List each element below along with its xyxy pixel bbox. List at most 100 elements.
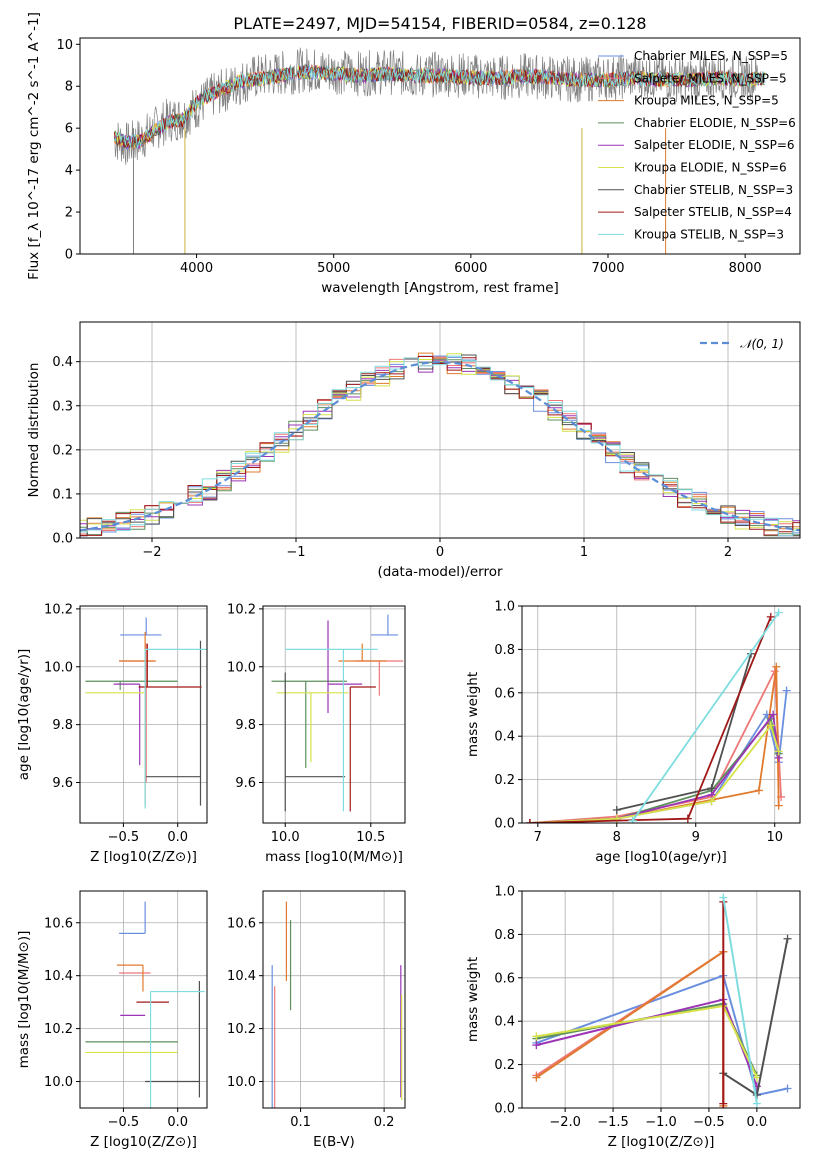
error-bar-point <box>284 672 346 812</box>
error-bar-point <box>349 686 376 812</box>
spectrum-axes <box>76 37 801 258</box>
weight-marker <box>782 686 791 695</box>
axes-frame <box>79 37 801 255</box>
error-bar-point <box>327 620 363 714</box>
mass-weight-vs-age-axes <box>518 605 801 827</box>
error-bar-point <box>145 980 201 1098</box>
plot-area <box>85 617 207 809</box>
weight-line-7 <box>616 653 752 811</box>
error-bar-point <box>355 660 404 696</box>
y-tick-label: 0.8 <box>494 928 515 943</box>
legend-label: Kroupa MILES, N_SSP=5 <box>634 94 779 108</box>
weight-line-8 <box>529 616 772 823</box>
error-bar-point <box>116 964 144 992</box>
x-tick-label: 8 <box>613 830 621 845</box>
y-tick-label: 10.2 <box>44 602 73 617</box>
error-bar-point <box>276 692 349 763</box>
weight-marker <box>628 816 637 823</box>
x-axis-label: Z [log10(Z/Z⊙)] <box>608 1134 715 1150</box>
x-tick-label: 0.0 <box>747 1115 768 1130</box>
axes-frame <box>79 321 801 539</box>
y-tick-label: 9.8 <box>235 718 256 733</box>
x-tick-label: 0.0 <box>167 1115 188 1130</box>
error-bar-point <box>149 990 205 1108</box>
x-tick-label: 0 <box>436 545 444 560</box>
axes-frame <box>79 890 208 1109</box>
residual-legend: 𝒩(0, 1) <box>700 337 784 351</box>
y-tick-label: 10.2 <box>227 602 256 617</box>
weight-marker <box>525 819 534 823</box>
y-tick-label: 0.4 <box>494 1015 515 1030</box>
x-tick-label: 9 <box>692 830 700 845</box>
error-bar-point <box>119 632 156 806</box>
y-tick-label: 0.0 <box>52 532 73 547</box>
plot-area <box>271 901 403 1108</box>
plot-area <box>532 893 792 1108</box>
x-tick-label: −0.5 <box>693 1115 725 1130</box>
y-tick-label: 10 <box>56 38 73 53</box>
y-tick-label: 10.0 <box>227 1075 256 1090</box>
error-bar-point <box>144 648 207 809</box>
y-tick-label: 0 <box>65 248 73 263</box>
weight-marker <box>783 934 792 943</box>
x-axis-label: mass [log10(M/M⊙)] <box>265 849 403 865</box>
weight-marker <box>532 1041 541 1050</box>
residual-histogram-5 <box>80 358 800 537</box>
y-tick-label: 0.4 <box>494 730 515 745</box>
weight-marker <box>783 1084 792 1093</box>
legend-label: Salpeter ELODIE, N_SSP=6 <box>634 138 795 152</box>
x-tick-label: 10.0 <box>271 830 300 845</box>
x-axis-label: wavelength [Angstrom, rest frame] <box>321 280 559 296</box>
x-tick-label: −1.5 <box>597 1115 629 1130</box>
x-tick-label: 10 <box>766 830 783 845</box>
weight-marker <box>752 1099 761 1108</box>
y-tick-label: 10.4 <box>44 969 73 984</box>
error-bar-point <box>119 901 146 934</box>
x-tick-label: 6000 <box>454 261 487 276</box>
y-tick-label: 0.4 <box>52 355 73 370</box>
weight-marker <box>774 747 783 756</box>
y-tick-label: 0.0 <box>494 817 515 832</box>
axes-frame <box>262 890 406 1109</box>
y-tick-label: 0.3 <box>52 399 73 414</box>
mass-vs-metallicity-axes <box>76 890 208 1112</box>
mass-vs-ebv-axes <box>259 890 406 1112</box>
error-bar-point <box>119 643 154 783</box>
legend-label: Chabrier STELIB, N_SSP=3 <box>634 183 793 197</box>
axes-frame <box>521 605 801 824</box>
weight-marker <box>774 608 783 617</box>
residual-histogram-7 <box>80 354 800 537</box>
weight-marker <box>754 786 763 795</box>
weight-line-9 <box>722 897 758 1104</box>
weight-line-1 <box>536 974 788 1097</box>
weight-line-1 <box>529 690 788 823</box>
weight-line-9 <box>631 611 780 822</box>
y-tick-label: 0.1 <box>52 487 73 502</box>
y-tick-label: 0.2 <box>494 773 515 788</box>
y-tick-label: 10.0 <box>227 660 256 675</box>
x-tick-label: −2 <box>142 545 161 560</box>
x-tick-label: −0.5 <box>108 830 140 845</box>
error-bar-point <box>85 680 178 690</box>
legend-label: Chabrier ELODIE, N_SSP=6 <box>634 116 796 130</box>
plot-area <box>85 901 205 1108</box>
error-bar-point <box>285 648 378 812</box>
axes-frame <box>262 605 406 824</box>
residual-axes <box>76 321 801 542</box>
x-tick-label: 5000 <box>317 261 350 276</box>
y-tick-label: 10.0 <box>44 1075 73 1090</box>
y-axis-label: Normed distribution <box>26 363 42 498</box>
x-axis-label: Z [log10(Z/Z⊙)] <box>90 849 197 865</box>
x-tick-label: −1 <box>286 545 305 560</box>
x-axis-label: age [log10(age/yr)] <box>595 849 727 865</box>
error-bar-point <box>338 643 387 662</box>
legend-label: 𝒩(0, 1) <box>740 337 784 351</box>
x-tick-label: 10.5 <box>356 830 385 845</box>
legend-label: Kroupa STELIB, N_SSP=3 <box>634 227 784 241</box>
chart-title: PLATE=2497, MJD=54154, FIBERID=0584, z=0… <box>233 14 646 33</box>
plot-area <box>525 608 791 823</box>
error-bar-point <box>120 617 162 636</box>
weight-marker <box>766 721 775 730</box>
y-tick-label: 4 <box>65 164 73 179</box>
